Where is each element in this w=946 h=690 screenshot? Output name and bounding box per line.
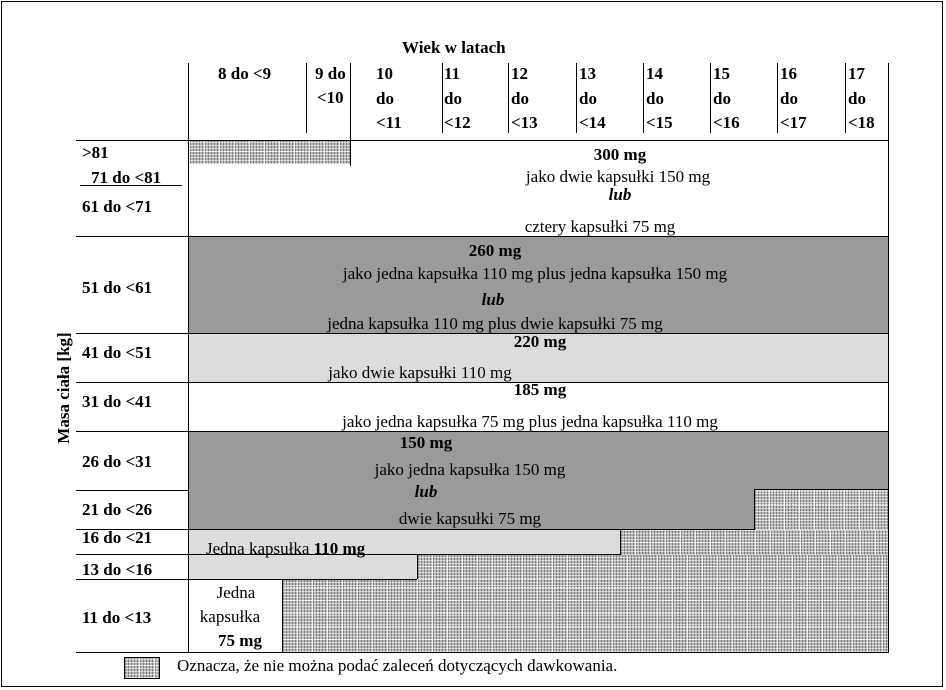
age-col-17-line3: <18 [848, 113, 875, 132]
dose-260-area [189, 237, 889, 334]
dose-110-prefix: Jedna kapsułka [206, 539, 310, 558]
weight-axis-title: Masa ciała [kg] [54, 332, 73, 444]
dose-110-text: Jedna kapsułka 110 mg [206, 539, 365, 559]
dose-110-area [189, 530, 621, 555]
no-recommendation-area-top [190, 141, 350, 164]
dose-150-line1: jako jedna kapsułka 150 mg [374, 460, 566, 479]
age-col-11-line2: do [444, 89, 462, 108]
age-col-14-line2: do [646, 89, 664, 108]
age-col-10: 10 [376, 64, 393, 83]
weight-row-81plus: >81 [82, 143, 109, 162]
age-col-8: 8 do <9 [218, 64, 272, 83]
dose-185-line1: jako jedna kapsułka 75 mg plus jedna kap… [342, 412, 718, 431]
age-col-17-line2: do [848, 89, 866, 108]
legend-text: Oznacza, że nie można podać zaleceń doty… [177, 656, 618, 675]
dose-150-line2: dwie kapsułki 75 mg [398, 509, 542, 528]
dose-110-value: 110 mg [313, 539, 366, 558]
weight-row-51-61: 51 do <61 [82, 278, 153, 297]
age-col-13-line3: <14 [579, 113, 606, 132]
dose-220-area [189, 334, 889, 382]
age-col-15-line3: <16 [713, 113, 740, 132]
age-col-12-line3: <13 [511, 113, 538, 132]
dose-75-value: 75 mg [218, 631, 262, 650]
age-col-11-line3: <12 [444, 113, 471, 132]
weight-row-21-26: 21 do <26 [82, 500, 153, 519]
dose-75-line2: kapsułka [199, 607, 261, 626]
weight-row-26-31: 26 do <31 [82, 452, 153, 471]
dose-150-value: 150 mg [399, 433, 453, 452]
weight-row-71-81: 71 do <81 [91, 168, 162, 187]
age-col-9-line2: <10 [317, 88, 344, 107]
dose-75-line1: Jedna [216, 583, 256, 602]
age-col-13: 13 [579, 64, 596, 83]
no-recommendation-area-right [755, 490, 889, 530]
no-recommendation-area-bottom [283, 579, 889, 652]
no-recommendation-area-mid [621, 530, 889, 555]
dose-220-line1: jako dwie kapsułki 110 mg [328, 363, 512, 382]
weight-row-31-41: 31 do <41 [82, 392, 153, 411]
age-col-9: 9 do [315, 64, 346, 83]
no-recommendation-area-low [418, 555, 889, 579]
dose-220-value: 220 mg [513, 332, 567, 351]
age-col-16-line3: <17 [780, 113, 807, 132]
weight-row-11-13: 11 do <13 [82, 608, 152, 627]
age-col-13-line2: do [579, 89, 597, 108]
weight-row-16-21: 16 do <21 [82, 528, 153, 547]
dose-260-line1: jako jedna kapsułka 110 mg plus jedna ka… [342, 264, 728, 283]
age-col-14: 14 [646, 64, 663, 83]
age-axis-title: Wiek w latach [402, 38, 506, 57]
dose-260-line2: jedna kapsułka 110 mg plus dwie kapsułki… [327, 314, 663, 333]
age-col-10-line3: <11 [376, 113, 402, 132]
dose-110-area-lower [189, 555, 418, 579]
dose-260-value: 260 mg [468, 241, 522, 260]
dose-300-or: lub [608, 185, 632, 204]
age-col-15: 15 [713, 64, 730, 83]
age-col-14-line3: <15 [646, 113, 673, 132]
weight-row-41-51: 41 do <51 [82, 343, 153, 362]
dose-300-line1: jako dwie kapsułki 150 mg [525, 167, 711, 186]
age-col-16-line2: do [780, 89, 798, 108]
dose-300-line2: cztery kapsułki 75 mg [524, 217, 676, 236]
age-col-16: 16 [780, 64, 797, 83]
age-col-17: 17 [848, 64, 865, 83]
age-col-12-line2: do [511, 89, 529, 108]
age-col-10-line2: do [376, 89, 394, 108]
dose-260-or: lub [481, 290, 505, 309]
weight-row-13-16: 13 do <16 [82, 560, 153, 579]
legend-swatch [124, 657, 160, 679]
age-col-15-line2: do [713, 89, 731, 108]
weight-row-61-71: 61 do <71 [82, 197, 153, 216]
dose-300-value: 300 mg [593, 145, 647, 164]
age-col-11: 11 [444, 64, 461, 83]
dose-185-value: 185 mg [513, 380, 567, 399]
dose-150-or: lub [414, 482, 438, 501]
age-col-12: 12 [511, 64, 528, 83]
